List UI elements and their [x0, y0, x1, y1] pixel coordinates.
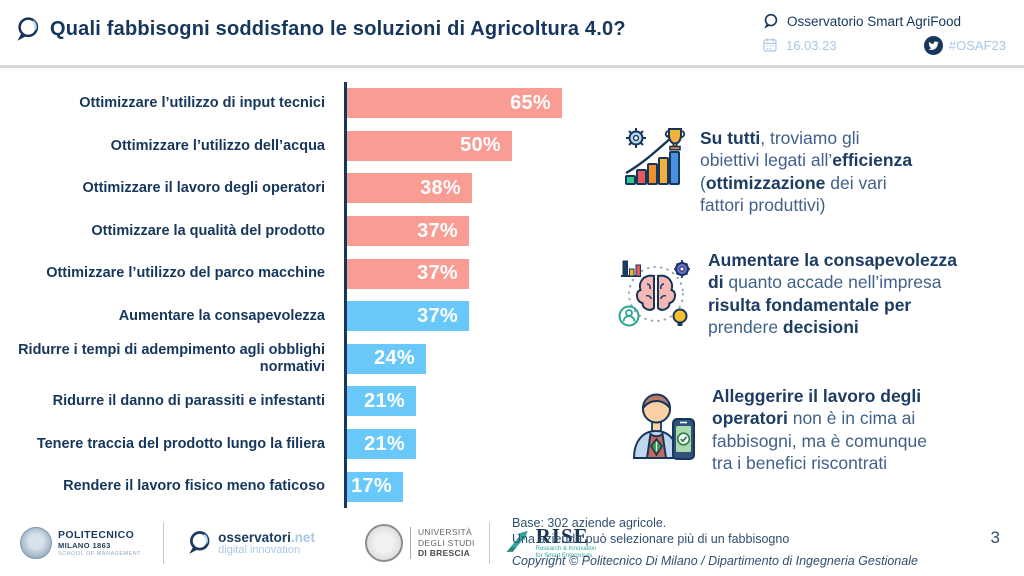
footer: POLITECNICO MILANO 1863 SCHOOL OF MANAGE…: [0, 512, 1024, 576]
bar-value-label: 24%: [374, 347, 415, 370]
category-label: Ridurre i tempi di adempimento agli obbl…: [18, 342, 325, 375]
osservatori-tagline: digital innovation: [218, 544, 301, 556]
chart-rows: Ottimizzare l’utilizzo di input tecnici 6…: [8, 82, 653, 508]
unibs-seal-icon: [364, 524, 403, 562]
bar-value-label: 37%: [417, 262, 458, 285]
insight-awareness: Aumentare la consapevolezza di quanto acc…: [614, 248, 1024, 339]
logo-divider: [163, 522, 165, 564]
bar-salmon: 50%: [347, 130, 512, 161]
chart-axis-line: [344, 82, 347, 508]
category-label: Ridurre il danno di parassiti e infestan…: [52, 393, 325, 410]
bar-blue: 21%: [347, 386, 416, 417]
rise-tagline2: for Smart Enterprises: [535, 553, 593, 559]
bar-salmon: 38%: [347, 173, 472, 204]
bar-value-label: 50%: [460, 134, 501, 157]
bar-value-label: 65%: [510, 91, 551, 114]
insight-efficiency: Su tutti, troviamo gli obiettivi legati a…: [622, 126, 1016, 217]
osservatori-logo-icon: [186, 530, 212, 556]
page-number: 3: [990, 528, 1000, 547]
observatory-name: Osservatorio Smart AgriFood: [787, 13, 962, 29]
chart-row: Rendere il lavoro fisico meno faticoso 17…: [8, 465, 653, 508]
category-label: Tenere traccia del prodotto lungo la fil…: [36, 435, 325, 452]
chart-row: Ridurre il danno di parassiti e infestan…: [8, 380, 653, 423]
category-label: Ottimizzare l’utilizzo del parco macchin…: [46, 265, 325, 282]
osservatori-logo: osservatori.net digital innovation: [186, 530, 315, 556]
chart-row: Ottimizzare l’utilizzo di input tecnici 6…: [8, 82, 653, 125]
bar-salmon: 37%: [347, 216, 469, 247]
bar-value-label: 37%: [417, 304, 458, 327]
header-divider: [0, 65, 1024, 68]
chart-row: Ridurre i tempi di adempimento agli obbl…: [8, 338, 653, 381]
bar-value-label: 37%: [417, 219, 458, 242]
logo-divider: [488, 522, 490, 564]
base-note-line2: Una azienda può selezionare più di un fa…: [512, 532, 790, 546]
bar-blue: 24%: [347, 343, 426, 374]
unibs-line2: DEGLI STUDI: [417, 537, 475, 548]
bar-blue: 37%: [347, 301, 469, 332]
base-note: Base: 302 aziende agricole. Una azienda …: [512, 515, 918, 568]
insight-operators: Alleggerire il lavoro degli operatori non…: [622, 384, 1024, 481]
rise-tagline1: Research & Innovation: [535, 546, 597, 552]
chart-row: Ottimizzare il lavoro degli operatori 38%: [8, 167, 653, 210]
unibs-logo: UNIVERSITÀ DEGLI STUDI DI BRESCIA: [364, 524, 475, 562]
chart-row: Ottimizzare l’utilizzo del parco macchin…: [8, 252, 653, 295]
osservatori-name: osservatori: [218, 530, 291, 545]
category-label: Ottimizzare l’utilizzo dell’acqua: [110, 137, 325, 154]
rise-logo: RISE Research & Innovation for Smart Ent…: [504, 524, 597, 560]
category-label: Rendere il lavoro fisico meno faticoso: [63, 478, 325, 495]
politecnico-school: SCHOOL OF MANAGEMENT: [58, 551, 142, 557]
osservatori-bubble-icon: [14, 16, 41, 43]
category-label: Ottimizzare la qualità del prodotto: [91, 222, 325, 239]
politecnico-sub: MILANO 1863: [58, 541, 111, 550]
partner-logos: POLITECNICO MILANO 1863 SCHOOL OF MANAGE…: [20, 520, 596, 566]
chart-row: Aumentare la consapevolezza 37%: [8, 295, 653, 338]
farmer-phone-icon: [622, 384, 700, 481]
category-label: Ottimizzare l’utilizzo di input tecnici: [79, 95, 325, 112]
insight-text: Aumentare la consapevolezza di quanto acc…: [708, 250, 957, 338]
observatory-bubble-icon: [762, 13, 779, 30]
base-note-line1: Base: 302 aziende agricole.: [512, 516, 667, 530]
category-label: Aumentare la consapevolezza: [118, 308, 325, 325]
bar-value-label: 38%: [420, 176, 461, 199]
page-title: Quali fabbisogni soddisfano le soluzioni…: [50, 18, 626, 40]
header-meta: Osservatorio Smart AgriFood 16.03.23 #OS…: [762, 10, 1006, 56]
unibs-line3: DI BRESCIA: [417, 548, 471, 559]
politecnico-logo: POLITECNICO MILANO 1863 SCHOOL OF MANAGE…: [20, 527, 141, 559]
politecnico-name: POLITECNICO: [58, 529, 135, 541]
bar-value-label: 21%: [364, 389, 405, 412]
twitter-icon: [923, 35, 943, 55]
copyright-text: Copyright © Politecnico Di Milano / Dipa…: [512, 554, 918, 568]
bar-blue: 17%: [347, 471, 403, 502]
rise-name: RISE: [535, 524, 589, 548]
insight-text: Alleggerire il lavoro degli operatori non…: [712, 386, 927, 474]
category-label: Ottimizzare il lavoro degli operatori: [82, 180, 325, 197]
brain-awareness-icon: [614, 248, 698, 337]
chart-row: Ottimizzare la qualità del prodotto 37%: [8, 210, 653, 253]
bar-value-label: 21%: [364, 432, 405, 455]
bar-value-label: 17%: [351, 475, 392, 498]
bar-blue: 21%: [347, 429, 416, 460]
osservatori-net: .net: [290, 530, 315, 545]
hashtag-label: #OSAF23: [948, 37, 1006, 53]
unibs-line1: UNIVERSITÀ: [417, 527, 472, 538]
header: Quali fabbisogni soddisfano le soluzioni…: [0, 0, 1024, 66]
chart-row: Ottimizzare l’utilizzo dell’acqua 50%: [8, 125, 653, 168]
rise-arrow-icon: [504, 529, 532, 557]
efficiency-growth-icon: [622, 126, 686, 195]
calendar-icon: [762, 37, 778, 53]
bar-salmon: 37%: [347, 258, 469, 289]
insight-text: Su tutti, troviamo gli obiettivi legati a…: [700, 128, 913, 216]
date-label: 16.03.23: [786, 37, 837, 53]
politecnico-seal-icon: [20, 527, 52, 559]
bar-salmon: 65%: [347, 88, 562, 119]
chart-row: Tenere traccia del prodotto lungo la fil…: [8, 423, 653, 466]
bar-chart: Ottimizzare l’utilizzo di input tecnici 6…: [8, 82, 653, 508]
